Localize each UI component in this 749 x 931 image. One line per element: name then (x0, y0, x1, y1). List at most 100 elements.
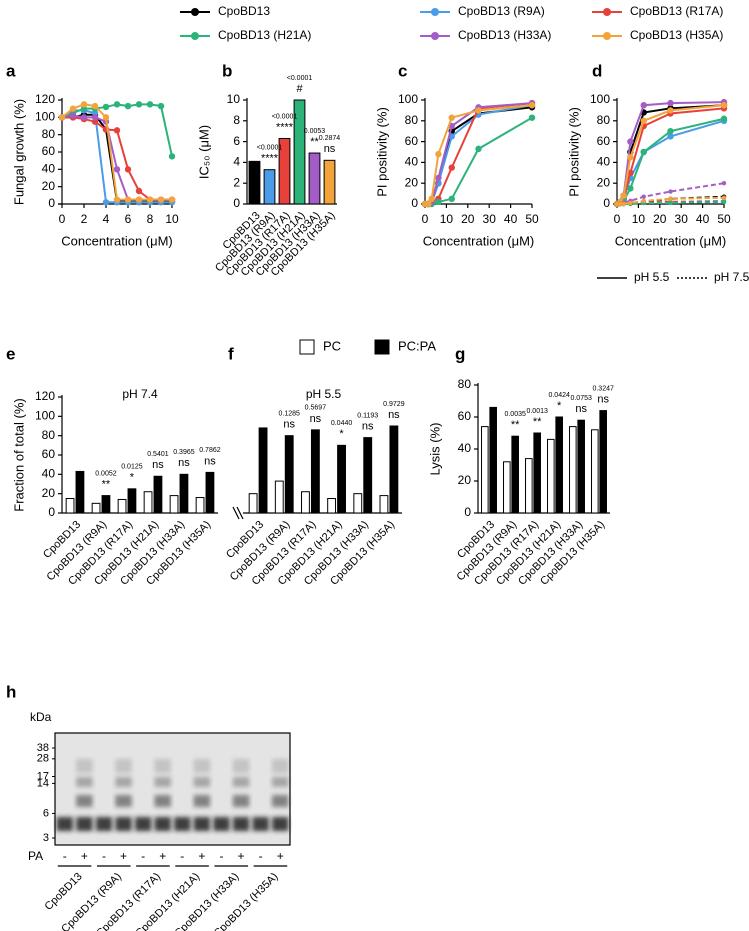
data-point (113, 127, 121, 134)
y-tick-label: 20 (42, 179, 56, 193)
legend-marker (431, 32, 439, 40)
significance: * (130, 472, 135, 484)
legend-label: CpoBD13 (218, 4, 270, 18)
marker-label: 38 (37, 742, 49, 754)
significance: ns (324, 143, 336, 155)
data-point (475, 145, 482, 153)
gel-smear (115, 795, 132, 807)
bar (481, 426, 489, 514)
y-tick-label: 40 (405, 155, 419, 169)
x-tick-label: 10 (165, 212, 179, 226)
significance: **** (261, 153, 279, 165)
y-tick-label: 0 (233, 196, 240, 210)
significance: **** (276, 121, 294, 133)
bar (591, 429, 599, 514)
legend-marker (191, 32, 199, 40)
data-point (102, 114, 110, 121)
panel-title: pH 5.5 (306, 387, 342, 401)
data-point (641, 194, 646, 199)
data-point (135, 187, 143, 195)
data-point (157, 196, 165, 203)
gel-smear (76, 759, 93, 773)
bar (169, 495, 179, 514)
significance: ns (597, 394, 609, 406)
bar (308, 152, 321, 205)
significance: ns (283, 419, 295, 431)
data-point (428, 195, 435, 202)
p-value: 0.1285 (279, 411, 301, 418)
significance: ** (533, 416, 542, 428)
legend-marker (431, 8, 439, 16)
bar (489, 406, 497, 514)
lane-label: - (63, 849, 67, 863)
axis-break (232, 506, 240, 520)
gel-smear (154, 795, 171, 807)
data-point (528, 114, 536, 121)
y-tick-label: 100 (590, 92, 610, 106)
p-value: 0.0424 (548, 392, 570, 399)
x-tick-label: 20 (461, 212, 475, 226)
data-point (135, 196, 143, 203)
data-point (668, 189, 673, 194)
significance: * (339, 428, 344, 440)
gel-smear (76, 795, 93, 807)
y-tick-label: 100 (35, 110, 55, 124)
data-point (113, 101, 121, 108)
gel-band (252, 817, 269, 831)
p-value: 0.3965 (173, 449, 195, 456)
bar (75, 470, 85, 514)
y-tick-label: 60 (42, 144, 56, 158)
bar (547, 438, 555, 514)
data-point (80, 101, 88, 108)
x-axis-label: Concentration (μM) (423, 233, 535, 248)
data-point (614, 201, 620, 207)
panel-title: pH 7.4 (122, 387, 158, 401)
x-tick-label: 40 (696, 212, 710, 226)
panel-letter: h (6, 682, 16, 701)
data-point (641, 198, 646, 204)
lane-label: + (238, 849, 245, 863)
data-point (640, 148, 647, 156)
data-point (640, 117, 647, 125)
y-tick-label: 40 (42, 162, 56, 176)
gel-band (115, 817, 132, 831)
y-tick-label: 80 (597, 113, 611, 127)
y-tick-label: 20 (405, 175, 419, 189)
y-tick-label: 40 (42, 467, 56, 481)
x-tick-label: 0 (422, 212, 429, 226)
significance: ** (310, 136, 319, 148)
marker-label: 28 (37, 753, 49, 765)
y-tick-label: 0 (411, 196, 418, 210)
significance: # (296, 83, 303, 95)
bar (143, 491, 153, 514)
y-tick-label: 60 (597, 134, 611, 148)
bar (599, 410, 607, 514)
data-point (621, 201, 626, 207)
significance: ** (511, 419, 520, 431)
line-style-label: pH 7.5 (714, 270, 749, 284)
gel-band (213, 817, 230, 831)
y-tick-label: 120 (35, 92, 55, 106)
data-point (69, 112, 77, 119)
y-tick-label: 0 (48, 196, 55, 210)
bar (284, 435, 294, 514)
legend-marker (603, 32, 611, 40)
significance: * (557, 400, 562, 412)
gel-smear (271, 777, 289, 787)
bar (293, 99, 306, 205)
legend-marker (603, 8, 611, 16)
bar (117, 498, 127, 514)
legend-marker (191, 8, 199, 16)
bar (577, 419, 585, 514)
legend-swatch (374, 339, 390, 355)
bar (205, 471, 215, 514)
data-point (80, 114, 88, 121)
bar (195, 497, 205, 514)
gel-band (95, 817, 113, 831)
data-point (157, 102, 165, 110)
bar (153, 475, 163, 514)
y-tick-label: 0 (464, 505, 471, 519)
p-value: 0.7862 (199, 447, 221, 454)
bar (511, 435, 519, 514)
x-tick-label: 6 (125, 212, 132, 226)
